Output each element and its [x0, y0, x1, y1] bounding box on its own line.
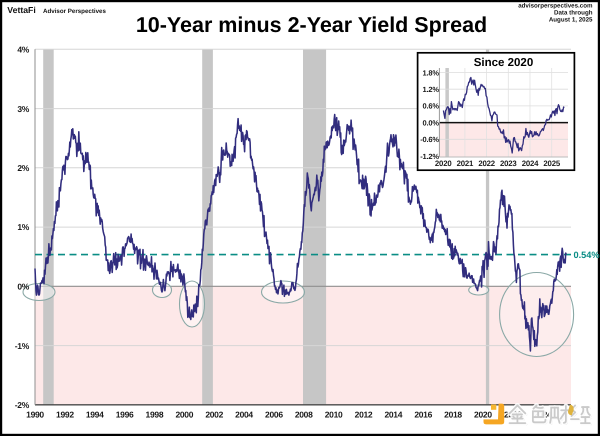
- svg-text:1998: 1998: [146, 409, 164, 419]
- svg-text:2004: 2004: [235, 409, 253, 419]
- svg-text:2016: 2016: [414, 409, 432, 419]
- svg-text:1.2%: 1.2%: [423, 85, 440, 94]
- svg-text:advisorperspectives.com: advisorperspectives.com: [518, 3, 593, 10]
- svg-text:-0.6%: -0.6%: [420, 135, 439, 144]
- svg-text:0%: 0%: [17, 282, 29, 292]
- svg-text:-2%: -2%: [15, 400, 30, 410]
- svg-text:1994: 1994: [86, 409, 104, 419]
- svg-text:-1%: -1%: [15, 341, 30, 351]
- svg-text:10-Year minus 2-Year Yield Spr: 10-Year minus 2-Year Yield Spread: [136, 13, 487, 37]
- svg-text:VettaFi: VettaFi: [7, 5, 35, 15]
- svg-text:4%: 4%: [17, 45, 29, 55]
- svg-text:1990: 1990: [26, 409, 44, 419]
- svg-text:2002: 2002: [205, 409, 223, 419]
- svg-text:2021: 2021: [457, 159, 474, 168]
- svg-text:Since 2020: Since 2020: [474, 57, 533, 69]
- svg-text:Data through: Data through: [554, 10, 593, 17]
- svg-text:Advisor Perspectives: Advisor Perspectives: [43, 8, 106, 15]
- svg-text:2014: 2014: [384, 409, 402, 419]
- svg-text:August 1, 2025: August 1, 2025: [549, 17, 593, 24]
- svg-text:2020: 2020: [435, 159, 452, 168]
- svg-text:2%: 2%: [17, 163, 29, 173]
- svg-text:2020: 2020: [474, 409, 492, 419]
- svg-text:1.8%: 1.8%: [423, 68, 440, 77]
- svg-text:0.6%: 0.6%: [423, 102, 440, 111]
- svg-text:-1.2%: -1.2%: [420, 152, 439, 161]
- svg-text:1%: 1%: [17, 222, 29, 232]
- svg-text:2010: 2010: [325, 409, 343, 419]
- svg-text:2000: 2000: [175, 409, 193, 419]
- svg-text:2006: 2006: [265, 409, 283, 419]
- svg-text:2024: 2024: [522, 159, 539, 168]
- svg-text:1992: 1992: [56, 409, 74, 419]
- svg-text:3%: 3%: [17, 104, 29, 114]
- svg-text:2025: 2025: [543, 159, 560, 168]
- svg-text:1996: 1996: [116, 409, 134, 419]
- svg-text:2022: 2022: [478, 159, 495, 168]
- svg-text:2008: 2008: [295, 409, 313, 419]
- svg-text:2012: 2012: [355, 409, 373, 419]
- svg-text:2023: 2023: [500, 159, 517, 168]
- svg-text:2018: 2018: [444, 409, 462, 419]
- svg-text:0.54%: 0.54%: [574, 250, 600, 260]
- svg-text:0.0%: 0.0%: [423, 118, 440, 127]
